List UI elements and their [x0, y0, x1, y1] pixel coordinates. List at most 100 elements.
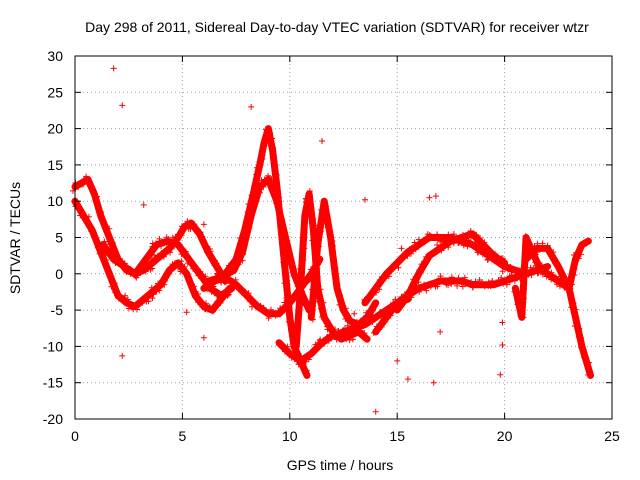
- data-point: [184, 272, 191, 279]
- data-point: [301, 245, 308, 252]
- y-tick-label: 20: [47, 121, 63, 137]
- y-tick-label: -15: [43, 375, 63, 391]
- data-point: [318, 206, 325, 213]
- data-point: [572, 306, 579, 313]
- data-point: [336, 291, 343, 298]
- data-point: [491, 281, 498, 288]
- data-point: [360, 321, 367, 328]
- outlier-point: [497, 371, 504, 378]
- data-point: [141, 258, 148, 265]
- data-point: [279, 304, 286, 311]
- data-point: [109, 239, 116, 246]
- data-point: [296, 285, 303, 292]
- data-point: [539, 271, 546, 278]
- data-point: [568, 276, 575, 283]
- data-point: [575, 334, 582, 341]
- data-point: [360, 315, 367, 322]
- data-point: [354, 324, 361, 331]
- data-point: [411, 239, 418, 246]
- data-point: [524, 238, 531, 245]
- data-point: [386, 269, 393, 276]
- data-point: [350, 325, 357, 332]
- data-point: [544, 242, 551, 249]
- data-point: [79, 181, 86, 188]
- data-point: [306, 353, 313, 360]
- data-point: [270, 144, 277, 151]
- data-point: [183, 251, 190, 258]
- data-point: [323, 318, 330, 325]
- data-point: [333, 336, 340, 343]
- data-point: [200, 284, 207, 291]
- data-point: [127, 270, 134, 277]
- data-point: [309, 348, 316, 355]
- data-point: [306, 187, 313, 194]
- data-point: [469, 284, 476, 291]
- y-tick-label: -20: [43, 411, 63, 427]
- data-point: [186, 222, 193, 229]
- data-point: [373, 289, 380, 296]
- data-point: [281, 236, 288, 243]
- data-point: [272, 191, 279, 198]
- data-point: [215, 272, 222, 279]
- data-point: [503, 281, 510, 288]
- data-point: [459, 283, 466, 290]
- data-point: [153, 288, 160, 295]
- data-point: [155, 280, 162, 287]
- data-point: [536, 266, 543, 273]
- data-point: [369, 318, 376, 325]
- data-point: [506, 278, 513, 285]
- data-point: [487, 283, 494, 290]
- data-point: [245, 200, 252, 207]
- data-point: [247, 213, 254, 220]
- data-point: [445, 279, 452, 286]
- data-point: [161, 281, 168, 288]
- data-point: [274, 311, 281, 318]
- data-point: [450, 238, 457, 245]
- data-point: [426, 232, 433, 239]
- data-point: [425, 253, 432, 260]
- data-point: [239, 257, 246, 264]
- data-point: [277, 220, 284, 227]
- data-point: [202, 300, 209, 307]
- data-point: [178, 262, 185, 269]
- y-tick-label: 0: [55, 266, 63, 282]
- data-point: [534, 270, 541, 277]
- data-point: [125, 305, 132, 312]
- data-point: [265, 315, 272, 322]
- data-point: [226, 269, 233, 276]
- data-point: [321, 340, 328, 347]
- x-tick-label: 20: [497, 428, 513, 444]
- data-point: [434, 241, 441, 248]
- data-point: [177, 268, 184, 275]
- data-point: [552, 274, 559, 281]
- data-point: [158, 242, 165, 249]
- data-point: [305, 193, 312, 200]
- outlier-point: [119, 352, 126, 359]
- outlier-point: [437, 328, 444, 335]
- data-point: [310, 228, 317, 235]
- data-point: [202, 273, 209, 280]
- data-point: [335, 292, 342, 299]
- data-point: [382, 318, 389, 325]
- data-point: [305, 356, 312, 363]
- data-point: [544, 272, 551, 279]
- data-point: [585, 367, 592, 374]
- data-point: [363, 309, 370, 316]
- data-point: [467, 228, 474, 235]
- outlier-point: [499, 341, 506, 348]
- data-point: [75, 184, 82, 191]
- outlier-point: [351, 310, 358, 317]
- data-point: [571, 266, 578, 273]
- data-point: [205, 283, 212, 290]
- data-point: [534, 249, 541, 256]
- data-point: [485, 279, 492, 286]
- data-point: [416, 288, 423, 295]
- data-point: [145, 298, 152, 305]
- data-point: [217, 278, 224, 285]
- data-point: [421, 239, 428, 246]
- data-point: [121, 260, 128, 267]
- data-point: [184, 260, 191, 267]
- chart-title: Day 298 of 2011, Sidereal Day-to-day VTE…: [85, 19, 589, 35]
- data-point: [526, 254, 533, 261]
- data-point: [323, 203, 330, 210]
